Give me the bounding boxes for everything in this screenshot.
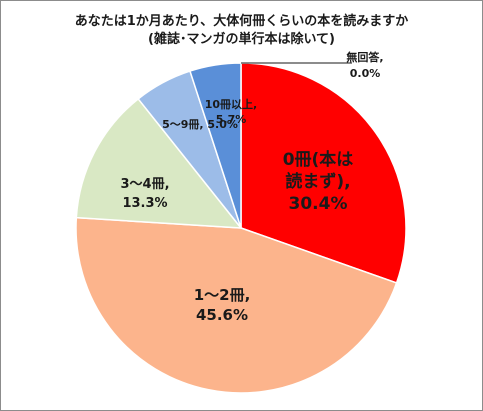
slice-label: 10冊以上, 5.7%	[205, 97, 258, 126]
slice-label-line: 45.6%	[196, 306, 248, 324]
pie-slice	[75, 97, 243, 229]
slice-label: 無回答, 0.0%	[346, 50, 383, 80]
slice-label-line: 読まず),	[285, 171, 350, 192]
slice-label-line: 5〜9冊, 5.0%	[162, 118, 238, 131]
slice-label-line: 0冊(本は	[283, 149, 354, 170]
slice-label-line: 10冊以上,	[205, 97, 258, 111]
pie-slice	[75, 216, 398, 394]
slice-label-line: 1〜2冊,	[194, 286, 251, 304]
chart-title: あなたは1か月あたり、大体何冊くらいの本を読みますか	[74, 14, 409, 29]
chart-subtitle: (雑誌･マンガの単行本は除いて)	[148, 32, 335, 47]
slice-label: 0冊(本は読まず), 30.4%	[283, 149, 354, 214]
slice-label-line: 3〜4冊,	[120, 177, 169, 192]
slice-label-line: 13.3%	[122, 196, 167, 211]
slice-label: 3〜4冊, 13.3%	[120, 177, 169, 211]
slice-label-line: 無回答,	[346, 50, 383, 64]
slice-label-line: 0.0%	[350, 67, 381, 80]
slice-label: 1〜2冊, 45.6%	[194, 286, 251, 324]
slice-label-line: 30.4%	[289, 194, 348, 214]
slice-label-line: 5.7%	[216, 113, 247, 126]
pie-slice	[240, 62, 407, 284]
slice-label: 5〜9冊, 5.0%	[162, 118, 238, 131]
pie-slice	[189, 62, 242, 229]
